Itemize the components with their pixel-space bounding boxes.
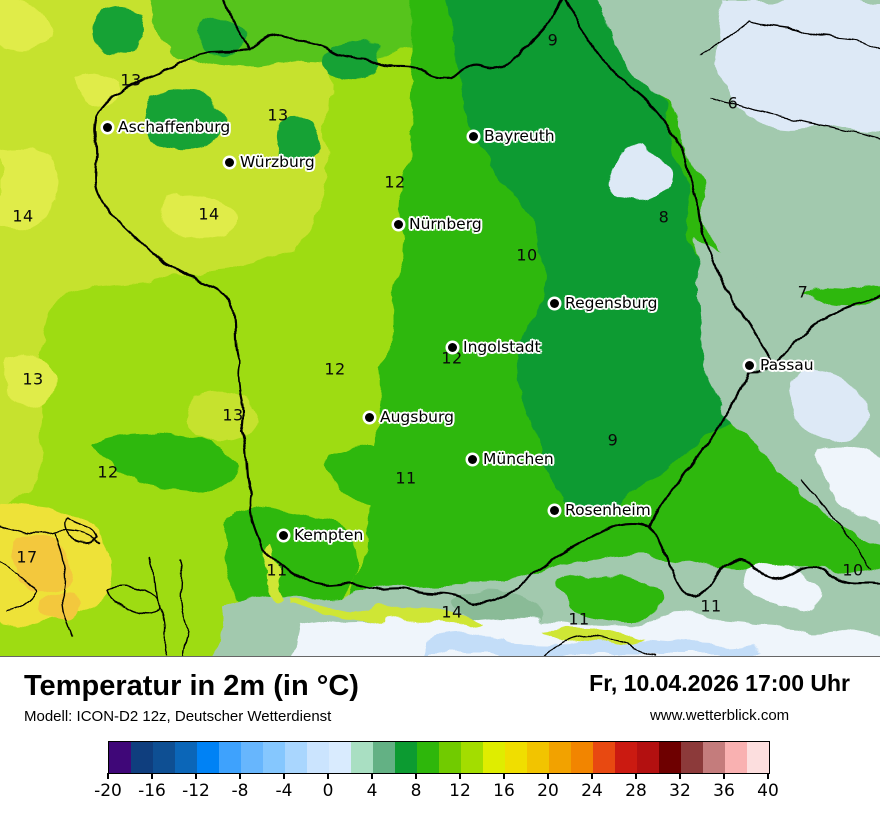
colorbar-segment: [175, 742, 197, 773]
colorbar-segment: [549, 742, 571, 773]
colorbar-tick-label: 28: [625, 781, 647, 801]
colorbar-segment: [307, 742, 329, 773]
colorbar-tick: [635, 773, 637, 779]
colorbar-tick-label: 20: [537, 781, 559, 801]
colorbar-tick: [415, 773, 417, 779]
colorbar-segment: [241, 742, 263, 773]
colorbar-segment: [461, 742, 483, 773]
colorbar-segment: [593, 742, 615, 773]
colorbar-segment: [351, 742, 373, 773]
colorbar-segment: [263, 742, 285, 773]
colorbar-segment: [637, 742, 659, 773]
colorbar-segment: [417, 742, 439, 773]
colorbar-tick: [767, 773, 769, 779]
border-lines: [0, 0, 880, 656]
colorbar-tick: [371, 773, 373, 779]
colorbar-tick-label: 24: [581, 781, 603, 801]
temperature-scale: -20 -16 -12 -8 -4 0 4 8 12 16 20 24 28 32 36 40: [0, 733, 880, 817]
colorbar-segment: [131, 742, 153, 773]
page-title: Temperatur in 2m (in °C): [24, 670, 359, 702]
colorbar-segment: [483, 742, 505, 773]
colorbar-segment: [615, 742, 637, 773]
colorbar-tick-label: 0: [322, 781, 334, 801]
colorbar-tick-label: 32: [669, 781, 691, 801]
colorbar-segment: [395, 742, 417, 773]
model-info: Modell: ICON-D2 12z, Deutscher Wetterdie…: [24, 708, 332, 726]
colorbar-tick-label: -20: [94, 781, 122, 801]
colorbar-segment: [747, 742, 769, 773]
website-url: www.wetterblick.com: [649, 707, 790, 725]
colorbar-tick: [679, 773, 681, 779]
colorbar-segment: [527, 742, 549, 773]
colorbar-tick-label: 40: [757, 781, 779, 801]
colorbar-segment: [373, 742, 395, 773]
map-region-fills: [0, 0, 880, 656]
colorbar-tick-label: 4: [366, 781, 378, 801]
colorbar-segment: [219, 742, 241, 773]
footer-left: Temperatur in 2m (in °C) Modell: ICON-D2…: [24, 670, 359, 726]
colorbar-segment: [703, 742, 725, 773]
colorbar-segment: [109, 742, 131, 773]
colorbar-tick-label: 36: [713, 781, 735, 801]
colorbar-segment: [153, 742, 175, 773]
temperature-map: 13 13 9 6 14 14 12 8 10 7 12 12 13 13 9 12 11 17 11 10 11 14 1…: [0, 0, 880, 657]
colorbar-tick: [283, 773, 285, 779]
colorbar-segment: [439, 742, 461, 773]
colorbar-tick: [503, 773, 505, 779]
colorbar: [108, 741, 770, 774]
colorbar-tick: [327, 773, 329, 779]
map-background-svg: [0, 0, 880, 656]
colorbar-segment: [329, 742, 351, 773]
colorbar-tick-label: -16: [138, 781, 166, 801]
footer-right: Fr, 10.04.2026 17:00 Uhr www.wetterblick…: [589, 670, 850, 725]
colorbar-tick: [151, 773, 153, 779]
valid-time: Fr, 10.04.2026 17:00 Uhr: [589, 670, 850, 696]
colorbar-tick: [239, 773, 241, 779]
colorbar-segment: [659, 742, 681, 773]
colorbar-tick-label: 8: [410, 781, 422, 801]
colorbar-tick: [459, 773, 461, 779]
colorbar-tick-label: -4: [275, 781, 293, 801]
colorbar-tick: [723, 773, 725, 779]
colorbar-tick: [195, 773, 197, 779]
colorbar-tick-label: 12: [449, 781, 471, 801]
colorbar-segment: [681, 742, 703, 773]
colorbar-segment: [197, 742, 219, 773]
colorbar-segment: [571, 742, 593, 773]
colorbar-tick: [547, 773, 549, 779]
colorbar-ticks: -20 -16 -12 -8 -4 0 4 8 12 16 20 24 28 32 36 40: [94, 741, 779, 811]
colorbar-segment: [505, 742, 527, 773]
colorbar-tick-label: 16: [493, 781, 515, 801]
colorbar-tick-label: -12: [182, 781, 210, 801]
map-footer: Temperatur in 2m (in °C) Modell: ICON-D2…: [0, 657, 880, 733]
colorbar-tick: [107, 773, 109, 779]
colorbar-segment: [725, 742, 747, 773]
colorbar-segment: [285, 742, 307, 773]
colorbar-tick: [591, 773, 593, 779]
colorbar-tick-label: -8: [231, 781, 249, 801]
